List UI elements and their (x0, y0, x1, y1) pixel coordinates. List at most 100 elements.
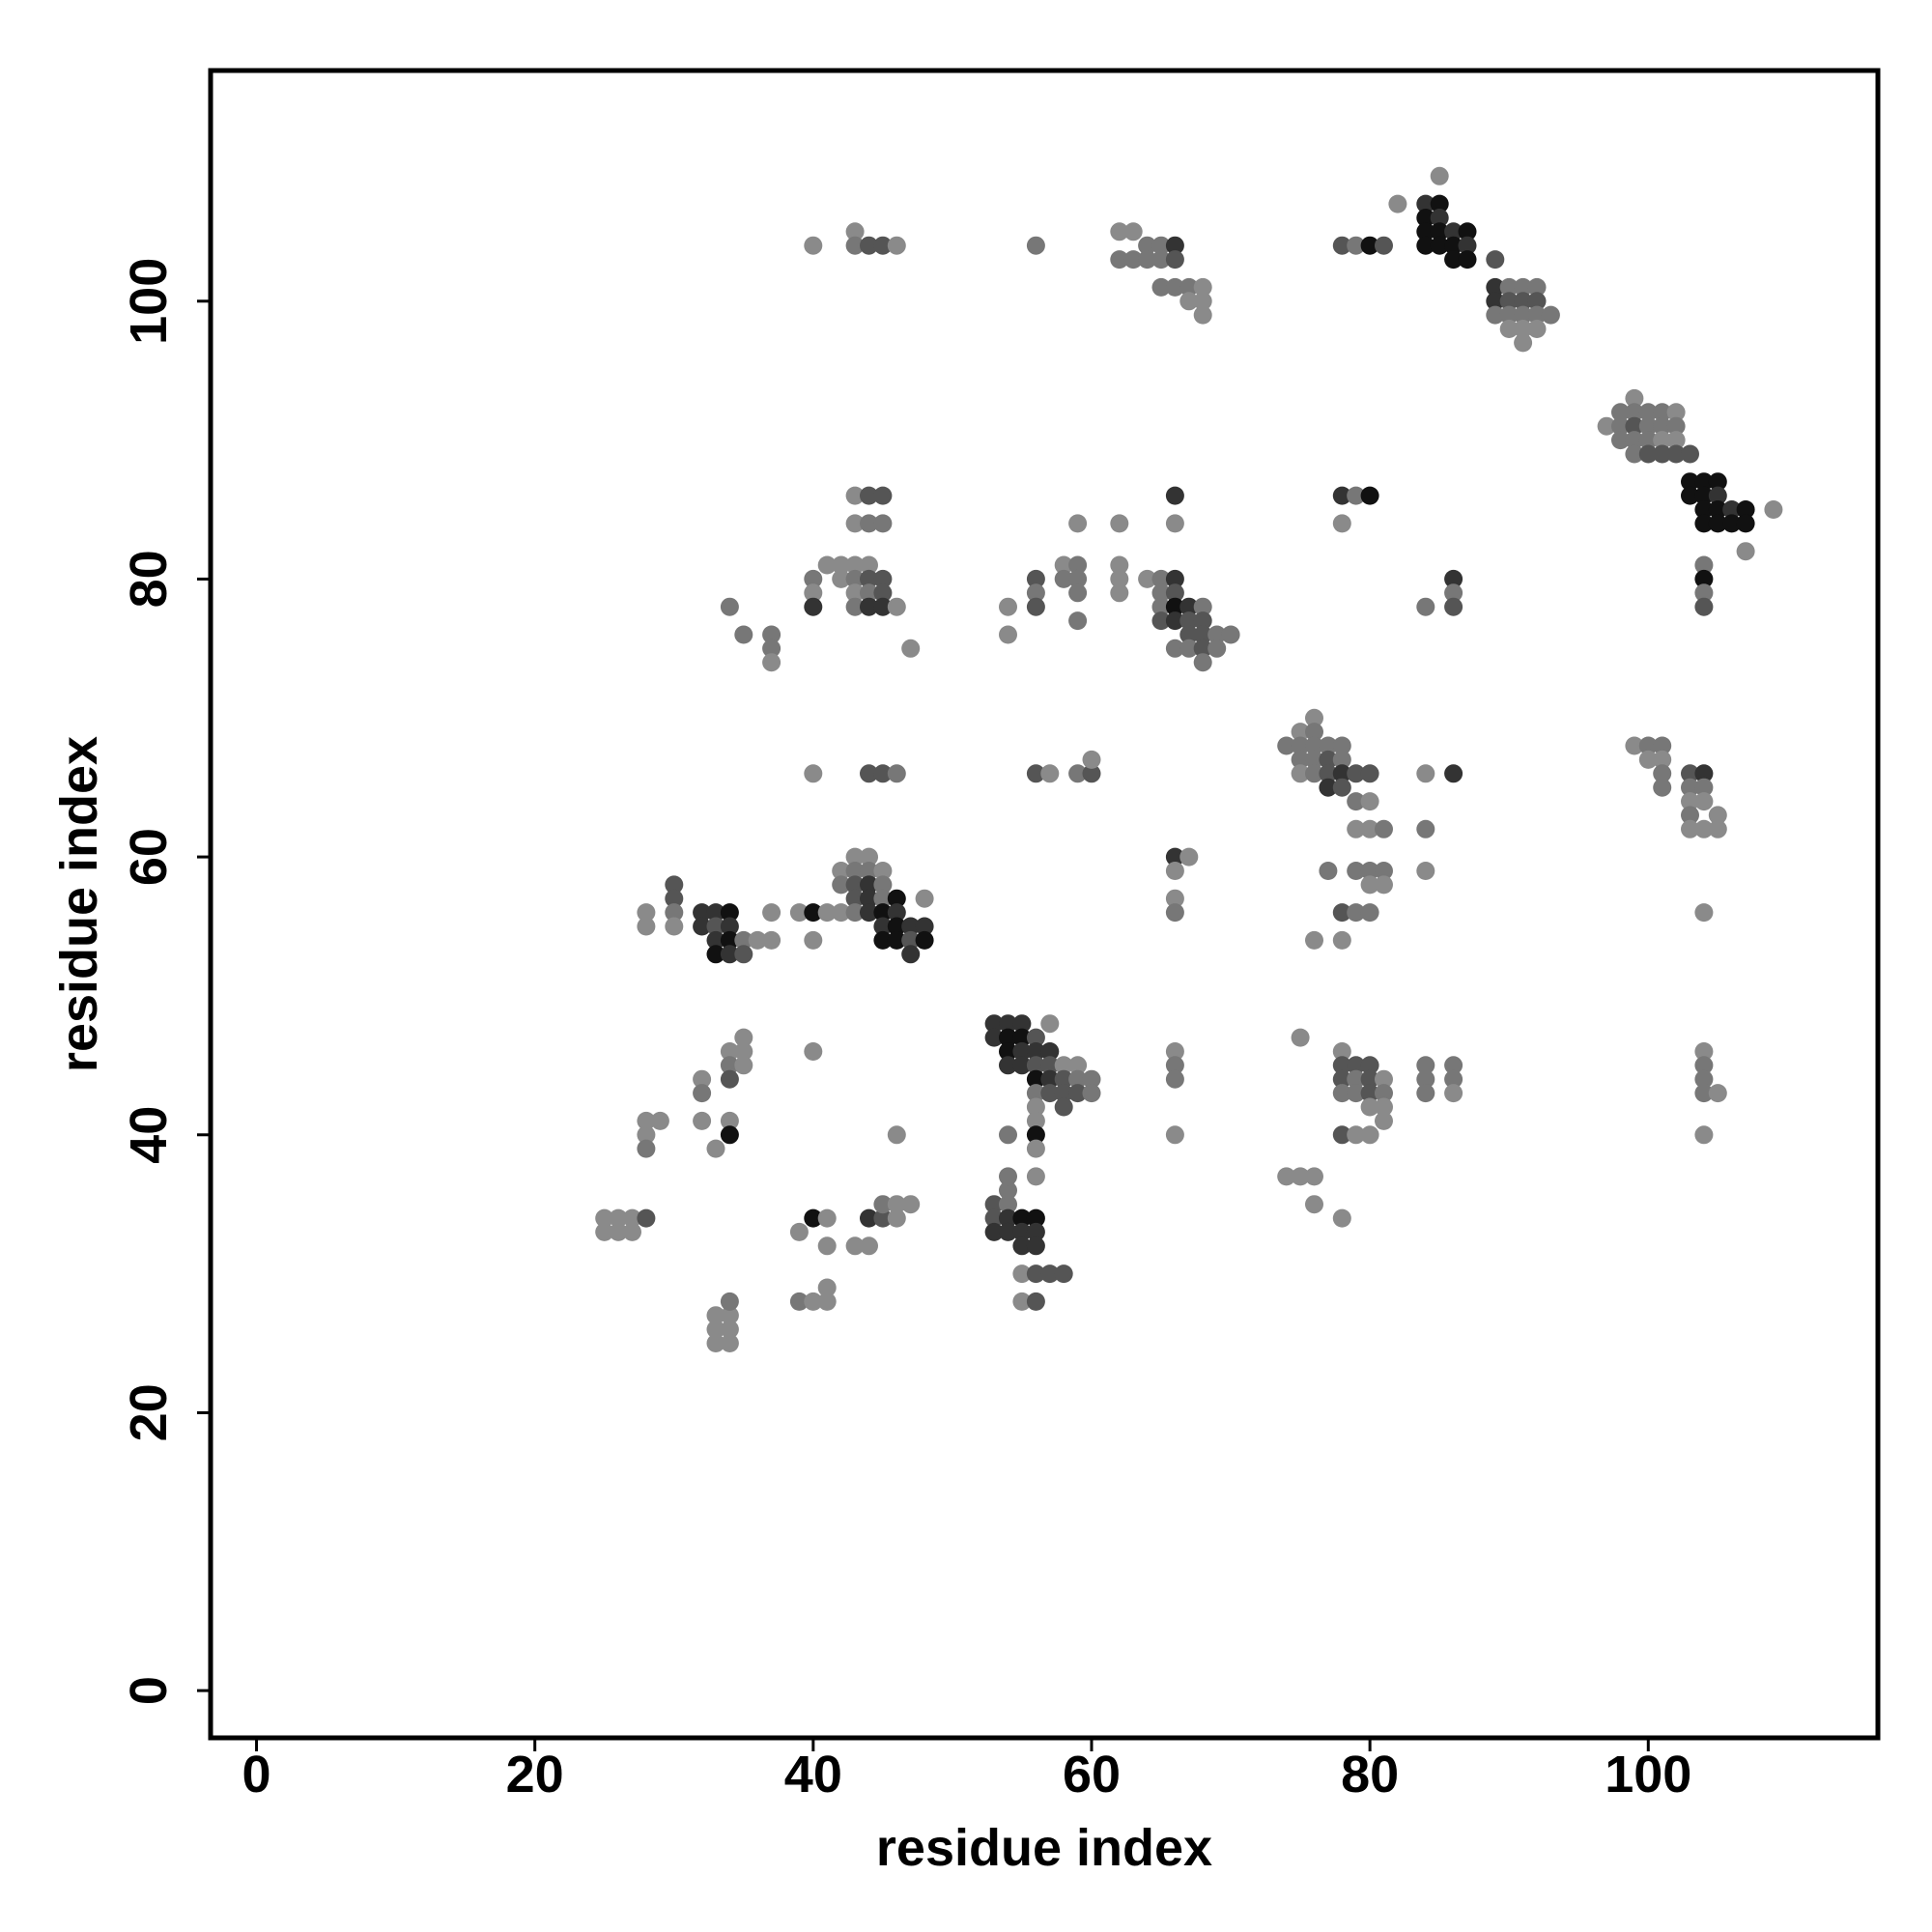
data-point (1082, 1084, 1101, 1103)
data-point (1458, 236, 1477, 255)
data-point (1444, 764, 1463, 783)
data-point (1026, 1139, 1045, 1158)
data-point (706, 903, 725, 923)
data-point (762, 639, 781, 658)
data-point (693, 1111, 712, 1130)
data-point (817, 1292, 837, 1311)
data-point (1068, 764, 1088, 783)
data-point (1151, 236, 1171, 255)
data-point (873, 1208, 893, 1228)
data-point (1068, 611, 1088, 631)
data-point (901, 917, 921, 936)
data-point (1347, 792, 1366, 811)
data-point (1208, 639, 1227, 658)
data-point (1458, 222, 1477, 242)
data-point (1179, 611, 1199, 631)
data-point (1625, 388, 1644, 408)
data-point (1291, 1167, 1310, 1186)
data-point (1332, 1069, 1351, 1089)
data-point (1360, 1084, 1379, 1103)
data-point (1527, 320, 1547, 338)
plot-frame (208, 68, 1881, 1741)
data-point (1332, 1084, 1351, 1103)
data-point (1430, 236, 1449, 255)
data-point (1082, 1069, 1101, 1089)
data-point (1375, 236, 1393, 255)
data-point (1694, 1042, 1714, 1061)
y-axis: 0 20 40 60 80 100 (120, 258, 209, 1705)
data-point (1653, 431, 1672, 450)
data-point (1514, 292, 1533, 311)
data-point (1541, 305, 1560, 325)
data-point (720, 1334, 739, 1352)
data-point (1179, 639, 1199, 658)
data-point (1179, 597, 1199, 616)
data-point (999, 1180, 1017, 1200)
data-point (1388, 194, 1407, 213)
data-point (1277, 1167, 1296, 1186)
data-point (720, 1056, 739, 1075)
data-point (1151, 250, 1171, 270)
data-point (1026, 597, 1045, 616)
data-point (1193, 625, 1212, 644)
data-point (1625, 444, 1644, 464)
data-point (1221, 625, 1240, 644)
data-point (873, 764, 893, 783)
data-point (734, 1028, 753, 1047)
data-point (1360, 862, 1379, 880)
data-point (860, 555, 878, 575)
data-point (1694, 569, 1714, 588)
data-point (1165, 1042, 1184, 1061)
data-point (1332, 736, 1351, 755)
data-point (1193, 653, 1212, 672)
data-point (887, 1195, 906, 1214)
data-point (1026, 1084, 1045, 1103)
data-point (1694, 778, 1714, 797)
data-point (999, 1167, 1017, 1186)
y-axis-label: residue index (50, 736, 108, 1072)
data-point (1026, 1028, 1045, 1047)
y-tick-label: 20 (120, 1383, 178, 1441)
data-point (762, 930, 781, 950)
data-point (999, 1042, 1017, 1061)
data-point (1026, 569, 1045, 588)
data-point (1040, 1042, 1060, 1061)
data-point (804, 569, 823, 588)
data-point (1360, 1056, 1379, 1075)
data-point (1179, 847, 1199, 867)
data-point (1430, 209, 1449, 227)
data-point (1165, 583, 1184, 603)
data-point (1416, 236, 1435, 255)
data-point (1026, 1125, 1045, 1145)
data-point (1347, 862, 1366, 880)
data-point (1375, 875, 1393, 895)
data-point (1347, 236, 1366, 255)
data-point (1165, 236, 1184, 255)
data-point (1291, 736, 1310, 755)
data-point (1527, 292, 1547, 311)
data-point (984, 1028, 1004, 1047)
data-point (706, 930, 725, 950)
data-point (665, 917, 684, 936)
data-point (873, 917, 893, 936)
data-point (1332, 1125, 1351, 1145)
data-point (609, 1208, 628, 1228)
data-point (1486, 250, 1505, 270)
data-point (804, 583, 823, 603)
data-point (1165, 639, 1184, 658)
data-point (860, 764, 878, 783)
data-point (1444, 597, 1463, 616)
data-point (1722, 514, 1742, 533)
data-point (1332, 486, 1351, 505)
data-point (1625, 403, 1644, 422)
data-point (804, 1042, 823, 1061)
data-point (1332, 1042, 1351, 1061)
data-point (845, 597, 865, 616)
data-point (1694, 597, 1714, 616)
data-point (1026, 1167, 1045, 1186)
data-point (1319, 736, 1338, 755)
data-point (1681, 819, 1699, 838)
data-point (873, 597, 893, 616)
data-point (1012, 1292, 1032, 1311)
